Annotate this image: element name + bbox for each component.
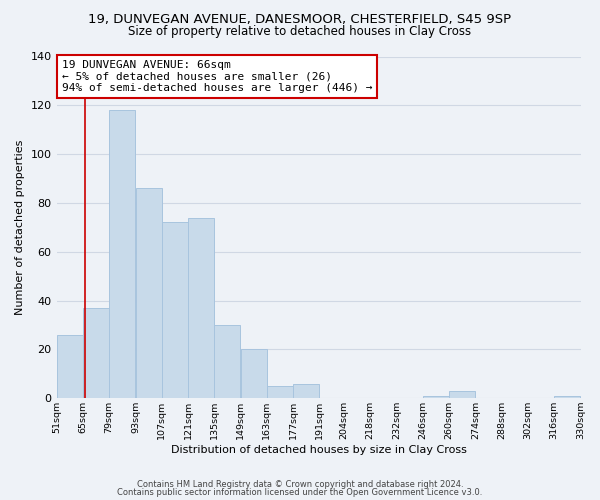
Text: 19 DUNVEGAN AVENUE: 66sqm
← 5% of detached houses are smaller (26)
94% of semi-d: 19 DUNVEGAN AVENUE: 66sqm ← 5% of detach… — [62, 60, 372, 93]
Bar — [83, 308, 109, 398]
Bar — [188, 218, 214, 398]
Text: Contains public sector information licensed under the Open Government Licence v3: Contains public sector information licen… — [118, 488, 482, 497]
Bar — [449, 391, 475, 398]
Bar — [136, 188, 161, 398]
X-axis label: Distribution of detached houses by size in Clay Cross: Distribution of detached houses by size … — [170, 445, 466, 455]
Bar — [214, 325, 241, 398]
Bar — [109, 110, 135, 398]
Bar — [423, 396, 449, 398]
Bar — [56, 334, 83, 398]
Text: Size of property relative to detached houses in Clay Cross: Size of property relative to detached ho… — [128, 25, 472, 38]
Y-axis label: Number of detached properties: Number of detached properties — [15, 140, 25, 315]
Bar — [293, 384, 319, 398]
Text: Contains HM Land Registry data © Crown copyright and database right 2024.: Contains HM Land Registry data © Crown c… — [137, 480, 463, 489]
Text: 19, DUNVEGAN AVENUE, DANESMOOR, CHESTERFIELD, S45 9SP: 19, DUNVEGAN AVENUE, DANESMOOR, CHESTERF… — [88, 12, 512, 26]
Bar — [554, 396, 580, 398]
Bar — [162, 222, 188, 398]
Bar — [267, 386, 293, 398]
Bar — [241, 350, 267, 398]
